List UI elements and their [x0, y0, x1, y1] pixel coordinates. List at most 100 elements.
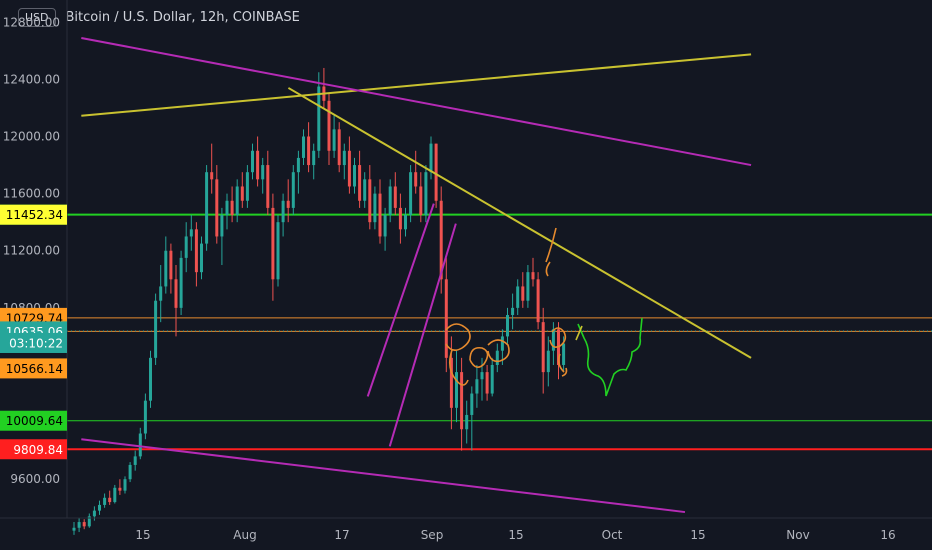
candle-body [444, 279, 448, 358]
price-badge: 03:10:22 [0, 332, 67, 353]
candle-body [281, 200, 285, 223]
trendline [81, 36, 752, 167]
candle-body [353, 165, 356, 187]
freehand-drawing [545, 227, 557, 277]
candle-body [424, 172, 428, 216]
candle-body [470, 393, 474, 415]
price-badges: 11452.6911452.3410729.7410635.0603:10:22… [0, 204, 67, 460]
candle-body [245, 172, 249, 201]
chart-title: Bitcoin / U.S. Dollar, 12h, COINBASE [65, 10, 300, 25]
candle-body [485, 372, 489, 394]
price-badge-label: 9809.84 [13, 443, 63, 457]
candle-body [347, 150, 351, 187]
x-tick-label: 17 [334, 528, 349, 542]
price-badge-bg [0, 439, 67, 460]
candle-body [230, 200, 234, 216]
y-tick-label: 12000.00 [3, 130, 60, 144]
horizontal-levels [67, 213, 932, 451]
price-badge: 10009.64 [0, 410, 67, 431]
x-tick-label: 15 [508, 528, 523, 542]
x-tick-label: 15 [690, 528, 705, 542]
candle-body [154, 300, 158, 358]
candle-body [475, 379, 479, 394]
trendline [366, 203, 435, 397]
candle-body [490, 364, 494, 394]
candle-body [307, 136, 311, 166]
candle-body [536, 279, 540, 323]
candle-body [404, 215, 407, 230]
candle-body [409, 172, 413, 216]
x-tick-label: Aug [233, 528, 256, 542]
candle-body [511, 307, 515, 315]
candle-body [398, 207, 402, 230]
candle-body [128, 464, 132, 480]
user-drawings [445, 227, 643, 397]
y-tick-label: 11200.00 [3, 244, 60, 258]
candle-body [261, 165, 265, 180]
y-tick-label: 12800.00 [3, 15, 60, 29]
candle-body [302, 136, 305, 158]
trendline [287, 87, 752, 359]
candle-body [312, 150, 316, 166]
trendline [81, 53, 752, 117]
candle-body [327, 100, 331, 151]
candle-body [123, 479, 127, 491]
candle-body [77, 522, 81, 528]
x-tick-label: 16 [880, 528, 895, 542]
x-tick-label: Oct [602, 528, 623, 542]
price-badge-label: 10009.64 [6, 414, 63, 428]
candle-body [495, 350, 499, 365]
candle-body [449, 357, 453, 408]
candle-body [266, 165, 270, 208]
x-tick-label: 15 [135, 528, 150, 542]
candle-body [383, 215, 387, 237]
y-tick-label: 11600.00 [3, 187, 60, 201]
freehand-drawing [575, 325, 583, 341]
candle-body [169, 250, 173, 280]
candle-body [113, 487, 117, 503]
candle-body [118, 487, 122, 491]
price-badge: 9809.84 [0, 439, 67, 460]
price-badge-label: 03:10:22 [9, 336, 63, 350]
candle-body [480, 372, 484, 380]
freehand-drawing [469, 339, 510, 368]
candle-body [256, 150, 260, 180]
trendline [388, 223, 457, 447]
candle-body [541, 322, 545, 373]
candle-body [460, 372, 464, 430]
candle-body [240, 186, 244, 201]
candle-body [368, 179, 372, 223]
candle-body [363, 179, 367, 201]
candle-body [419, 186, 423, 216]
candle-body [373, 193, 377, 223]
currency-button[interactable]: USD [18, 8, 56, 27]
price-badge-bg [0, 410, 67, 431]
candle-body [291, 172, 295, 208]
freehand-drawing [445, 323, 471, 386]
candle-body [98, 504, 101, 511]
candle-body [465, 414, 469, 430]
candle-body [562, 343, 566, 365]
x-tick-label: Sep [421, 528, 444, 542]
candle-body [455, 372, 458, 408]
candle-body [332, 129, 336, 151]
candle-body [72, 527, 76, 531]
price-badge: 10566.14 [0, 358, 67, 379]
candle-body [205, 172, 209, 244]
candle-body [521, 286, 525, 301]
candle-body [526, 272, 530, 301]
candle-body [271, 207, 275, 280]
y-tick-label: 12400.00 [3, 72, 60, 86]
candle-body [149, 357, 152, 401]
candle-body [546, 350, 550, 373]
candle-body [551, 329, 555, 351]
candle-body [429, 143, 433, 173]
candle-body [179, 257, 183, 308]
freehand-drawing [549, 327, 568, 377]
candle-body [439, 200, 443, 280]
price-badge-label: 11452.34 [6, 208, 63, 222]
candle-body [92, 510, 96, 517]
candle-body [194, 229, 198, 273]
candle-body [225, 200, 229, 216]
